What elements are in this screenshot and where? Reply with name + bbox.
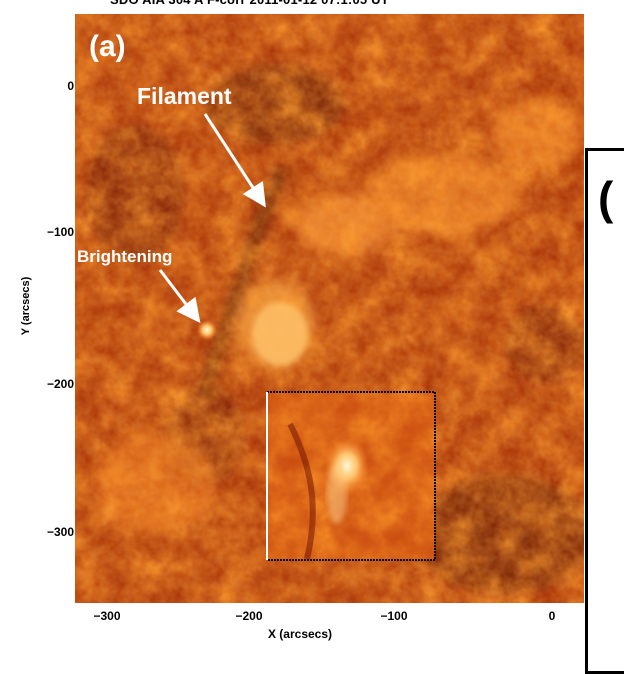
- brightening-kernel: [197, 320, 217, 340]
- image-header-title: SDO AIA 304 A F-corr 2011-01-12 07:1:05 …: [110, 0, 590, 8]
- x-tick-label: −300: [93, 609, 121, 623]
- filament-label: Filament: [137, 83, 232, 109]
- solar-image: (a) Filament Brightening: [75, 14, 584, 603]
- y-tick-label: 0: [67, 79, 74, 93]
- x-tick-label: 0: [548, 609, 556, 623]
- y-tick-label: −100: [46, 225, 74, 239]
- panel-a-label: (a): [89, 30, 126, 63]
- filament-arrow: [203, 113, 266, 208]
- y-tick-label: −200: [46, 377, 74, 391]
- brightening-arrow: [158, 269, 201, 324]
- panel-b-label: (: [598, 172, 614, 224]
- y-axis-label: Y (arcsecs): [20, 276, 32, 336]
- x-tick-label: −100: [380, 609, 408, 623]
- panel-b-frame: (: [585, 148, 624, 674]
- x-axis-label: X (arcsecs): [267, 627, 333, 641]
- zoom-inset: [266, 391, 436, 561]
- y-tick-label: −300: [46, 525, 74, 539]
- x-tick-label: −200: [235, 609, 263, 623]
- solar-image-panel-a: (a) Filament Brightening: [75, 14, 584, 603]
- brightening-label: Brightening: [77, 247, 172, 266]
